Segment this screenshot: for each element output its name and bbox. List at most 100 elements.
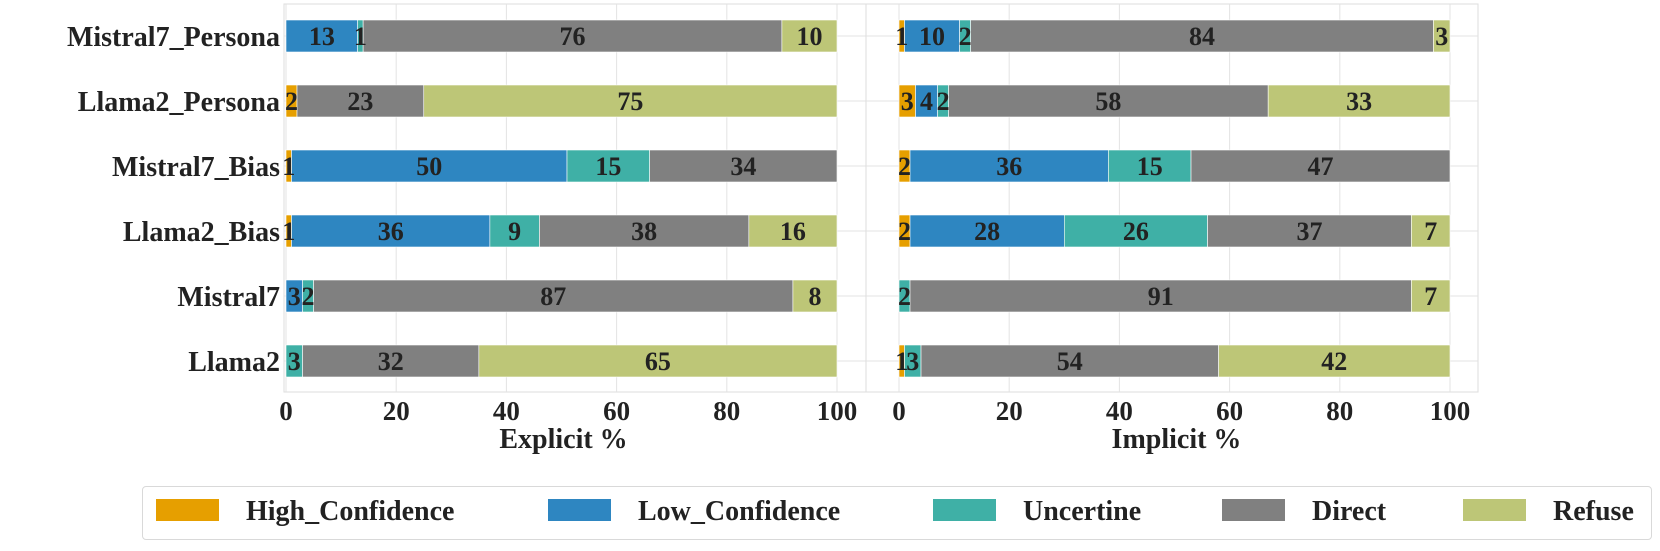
category-label: Llama2_Persona bbox=[78, 87, 280, 118]
bar-segment-direct bbox=[970, 19, 1434, 53]
data-label: 65 bbox=[645, 347, 671, 376]
data-label: 9 bbox=[508, 217, 521, 246]
bar-segment-direct bbox=[302, 344, 480, 378]
bar-segment-low-confidence bbox=[909, 214, 1065, 248]
legend-label: Uncertine bbox=[1023, 496, 1141, 527]
x-tick-label: 20 bbox=[383, 396, 410, 426]
category-label: Mistral7_Bias bbox=[112, 152, 280, 183]
data-label: 3 bbox=[1435, 22, 1448, 51]
x-tick-label: 60 bbox=[603, 396, 630, 426]
data-label: 87 bbox=[540, 282, 566, 311]
bar-segment-low-confidence bbox=[291, 149, 568, 183]
legend-swatch-uncertine bbox=[933, 499, 996, 521]
bar-segment-uncertine bbox=[566, 149, 650, 183]
x-axis-label: Implicit % bbox=[1112, 424, 1242, 455]
bar-segment-refuse bbox=[748, 214, 838, 248]
data-label: 4 bbox=[920, 87, 933, 116]
bar-segment-refuse bbox=[781, 19, 838, 53]
legend-label: High_Confidence bbox=[246, 496, 454, 527]
data-label: 1 bbox=[354, 22, 367, 51]
bar-segment-refuse bbox=[1411, 214, 1451, 248]
x-tick-label: 80 bbox=[713, 396, 740, 426]
bar-segment-refuse bbox=[423, 84, 838, 118]
bar-segment-refuse bbox=[1218, 344, 1451, 378]
data-label: 33 bbox=[1346, 87, 1372, 116]
bar-segment-refuse bbox=[792, 279, 838, 313]
data-label: 75 bbox=[617, 87, 643, 116]
bar-segment-direct bbox=[1207, 214, 1412, 248]
data-label: 2 bbox=[959, 22, 972, 51]
data-label: 23 bbox=[347, 87, 373, 116]
data-label: 28 bbox=[974, 217, 1000, 246]
bar-segment-direct bbox=[1190, 149, 1451, 183]
data-label: 47 bbox=[1308, 152, 1334, 181]
x-tick-label: 0 bbox=[892, 396, 906, 426]
category-label: Mistral7_Persona bbox=[67, 22, 280, 53]
data-label: 1 bbox=[282, 152, 295, 181]
data-label: 36 bbox=[996, 152, 1022, 181]
data-label: 3 bbox=[901, 87, 914, 116]
data-label: 37 bbox=[1296, 217, 1322, 246]
bar-segment-low-confidence bbox=[909, 149, 1109, 183]
data-label: 2 bbox=[285, 87, 298, 116]
x-tick-label: 40 bbox=[1106, 396, 1133, 426]
data-label: 1 bbox=[282, 217, 295, 246]
data-label: 76 bbox=[560, 22, 586, 51]
bar-segment-refuse bbox=[478, 344, 838, 378]
data-label: 10 bbox=[919, 22, 945, 51]
legend-label: Refuse bbox=[1553, 496, 1634, 527]
data-label: 91 bbox=[1148, 282, 1174, 311]
bar-segment-low-confidence bbox=[291, 214, 491, 248]
data-label: 8 bbox=[808, 282, 821, 311]
panel-frame-1 bbox=[283, 3, 867, 393]
bar-segment-direct bbox=[362, 19, 783, 53]
data-label: 1 bbox=[895, 347, 908, 376]
bar-segment-refuse bbox=[1267, 84, 1451, 118]
data-label: 50 bbox=[416, 152, 442, 181]
data-label: 2 bbox=[898, 152, 911, 181]
data-label: 2 bbox=[302, 282, 315, 311]
data-label: 38 bbox=[631, 217, 657, 246]
data-label: 16 bbox=[780, 217, 806, 246]
data-label: 34 bbox=[730, 152, 756, 181]
data-label: 15 bbox=[595, 152, 621, 181]
bar-segment-direct bbox=[920, 344, 1219, 378]
bar-segment-direct bbox=[296, 84, 425, 118]
x-tick-label: 20 bbox=[996, 396, 1023, 426]
data-label: 2 bbox=[898, 217, 911, 246]
data-label: 26 bbox=[1123, 217, 1149, 246]
panel-frame-2 bbox=[865, 3, 1479, 393]
x-tick-label: 0 bbox=[279, 396, 293, 426]
legend-swatch-high-confidence bbox=[156, 499, 219, 521]
legend-swatch-refuse bbox=[1463, 499, 1526, 521]
x-tick-label: 100 bbox=[817, 396, 858, 426]
bar-segment-refuse bbox=[1411, 279, 1451, 313]
data-label: 36 bbox=[378, 217, 404, 246]
x-axis-label: Explicit % bbox=[499, 424, 627, 455]
bar-segment-direct bbox=[539, 214, 750, 248]
data-label: 3 bbox=[288, 347, 301, 376]
bar-segment-refuse bbox=[1433, 19, 1451, 53]
legend-label: Low_Confidence bbox=[638, 496, 840, 527]
data-label: 10 bbox=[796, 22, 822, 51]
legend-label: Direct bbox=[1312, 496, 1387, 527]
data-label: 3 bbox=[288, 282, 301, 311]
legend-swatch-low-confidence bbox=[548, 499, 611, 521]
category-label: Llama2 bbox=[188, 347, 280, 378]
data-label: 1 bbox=[895, 22, 908, 51]
bar-segment-direct bbox=[649, 149, 838, 183]
data-label: 7 bbox=[1424, 217, 1437, 246]
bar-segment-low-confidence bbox=[904, 19, 960, 53]
data-label: 32 bbox=[378, 347, 404, 376]
data-label: 3 bbox=[906, 347, 919, 376]
legend-swatch-direct bbox=[1222, 499, 1285, 521]
data-label: 58 bbox=[1095, 87, 1121, 116]
x-tick-label: 80 bbox=[1326, 396, 1353, 426]
data-label: 84 bbox=[1189, 22, 1215, 51]
data-label: 15 bbox=[1137, 152, 1163, 181]
category-label: Llama2_Bias bbox=[123, 217, 280, 248]
bar-segment-low-confidence bbox=[285, 19, 358, 53]
data-label: 54 bbox=[1057, 347, 1083, 376]
